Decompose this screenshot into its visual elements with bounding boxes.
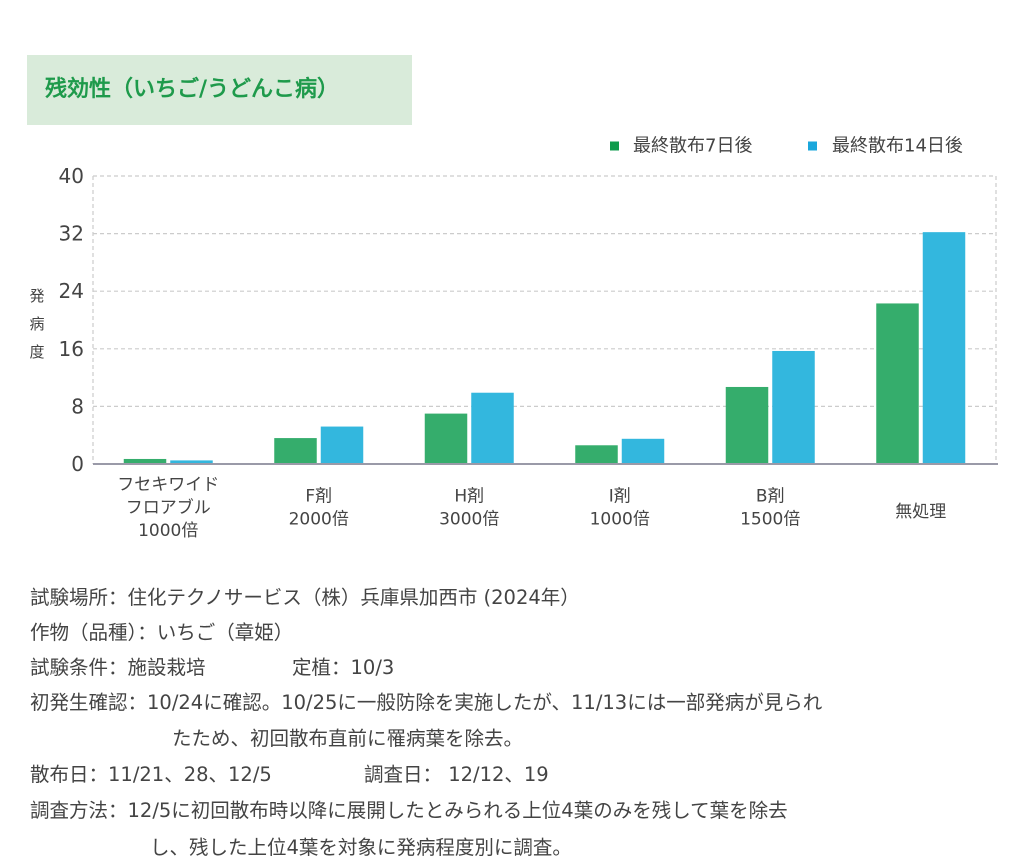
x-tick-label: F剤 xyxy=(305,487,332,507)
chart-title: 残効性（いちご/うどんこ病） xyxy=(45,77,340,102)
legend-label-day14: 最終散布14日後 xyxy=(832,136,963,157)
y-axis-label-char: 度 xyxy=(29,343,44,361)
note-method: 調査方法：12/5に初回散布時以降に展開したとみられる上位4葉のみを残して葉を除… xyxy=(30,799,788,822)
note-conditions: 試験条件：施設栽培 xyxy=(30,656,206,679)
x-tick-label: フセキワイド xyxy=(117,475,219,495)
bar-day7-3 xyxy=(575,445,618,464)
bar-day7-5 xyxy=(876,303,919,464)
bar-day14-3 xyxy=(621,438,665,464)
bar-day14-0 xyxy=(170,460,213,464)
x-tick-label: 1500倍 xyxy=(740,510,800,530)
y-tick-label: 16 xyxy=(59,337,84,361)
x-tick-label: 1000倍 xyxy=(590,510,650,530)
x-tick-label: 2000倍 xyxy=(289,510,349,530)
x-tick-label: H剤 xyxy=(454,487,484,507)
legend-swatch-day7 xyxy=(610,141,619,151)
bars xyxy=(123,232,966,464)
y-axis-label-char: 発 xyxy=(29,287,44,305)
bar-day7-2 xyxy=(424,413,468,464)
x-tick-label: B剤 xyxy=(756,487,785,507)
bar-day14-2 xyxy=(471,392,514,464)
bar-day14-5 xyxy=(922,232,966,464)
legend: 最終散布7日後 最終散布14日後 xyxy=(610,136,963,157)
bar-day7-1 xyxy=(274,438,317,464)
note-crop: 作物（品種）：いちご（章姫） xyxy=(30,621,294,644)
y-axis-label-char: 病 xyxy=(29,315,44,333)
note-survey-dates: 調査日： 12/12、19 xyxy=(364,763,549,786)
x-tick-label: 1000倍 xyxy=(138,521,198,541)
bar-day7-0 xyxy=(123,458,167,464)
legend-swatch-day14 xyxy=(808,141,817,151)
x-tick-label: 3000倍 xyxy=(439,510,499,530)
note-location: 試験場所：住化テクノサービス（株）兵庫県加西市 (2024年） xyxy=(30,586,580,609)
x-tick-label: フロアブル xyxy=(126,497,211,518)
note-spray-dates: 散布日：11/21、28、12/5 xyxy=(30,763,272,786)
bar-day14-4 xyxy=(772,350,815,464)
note-first-occurrence: 初発生確認：10/24に確認。10/25に一般防除を実施したが、11/13には一… xyxy=(30,691,823,714)
bar-day14-1 xyxy=(320,426,364,464)
note-first-occurrence-cont: たため、初回散布直前に罹病葉を除去。 xyxy=(172,727,524,750)
y-tick-label: 40 xyxy=(59,164,84,188)
y-tick-label: 24 xyxy=(59,279,84,303)
legend-label-day7: 最終散布7日後 xyxy=(633,136,752,157)
chart-title-box: 残効性（いちご/うどんこ病） xyxy=(27,55,412,125)
x-tick-label: I剤 xyxy=(609,487,631,507)
y-tick-label: 8 xyxy=(71,394,84,418)
grid xyxy=(92,175,997,464)
note-planting: 定植：10/3 xyxy=(292,656,395,679)
note-method-cont: し、残した上位4葉を対象に発病程度別に調査。 xyxy=(150,836,572,859)
x-tick-label: 無処理 xyxy=(895,502,946,522)
bar-day7-4 xyxy=(725,386,769,464)
y-tick-label: 0 xyxy=(71,452,84,476)
y-tick-label: 32 xyxy=(59,222,84,246)
